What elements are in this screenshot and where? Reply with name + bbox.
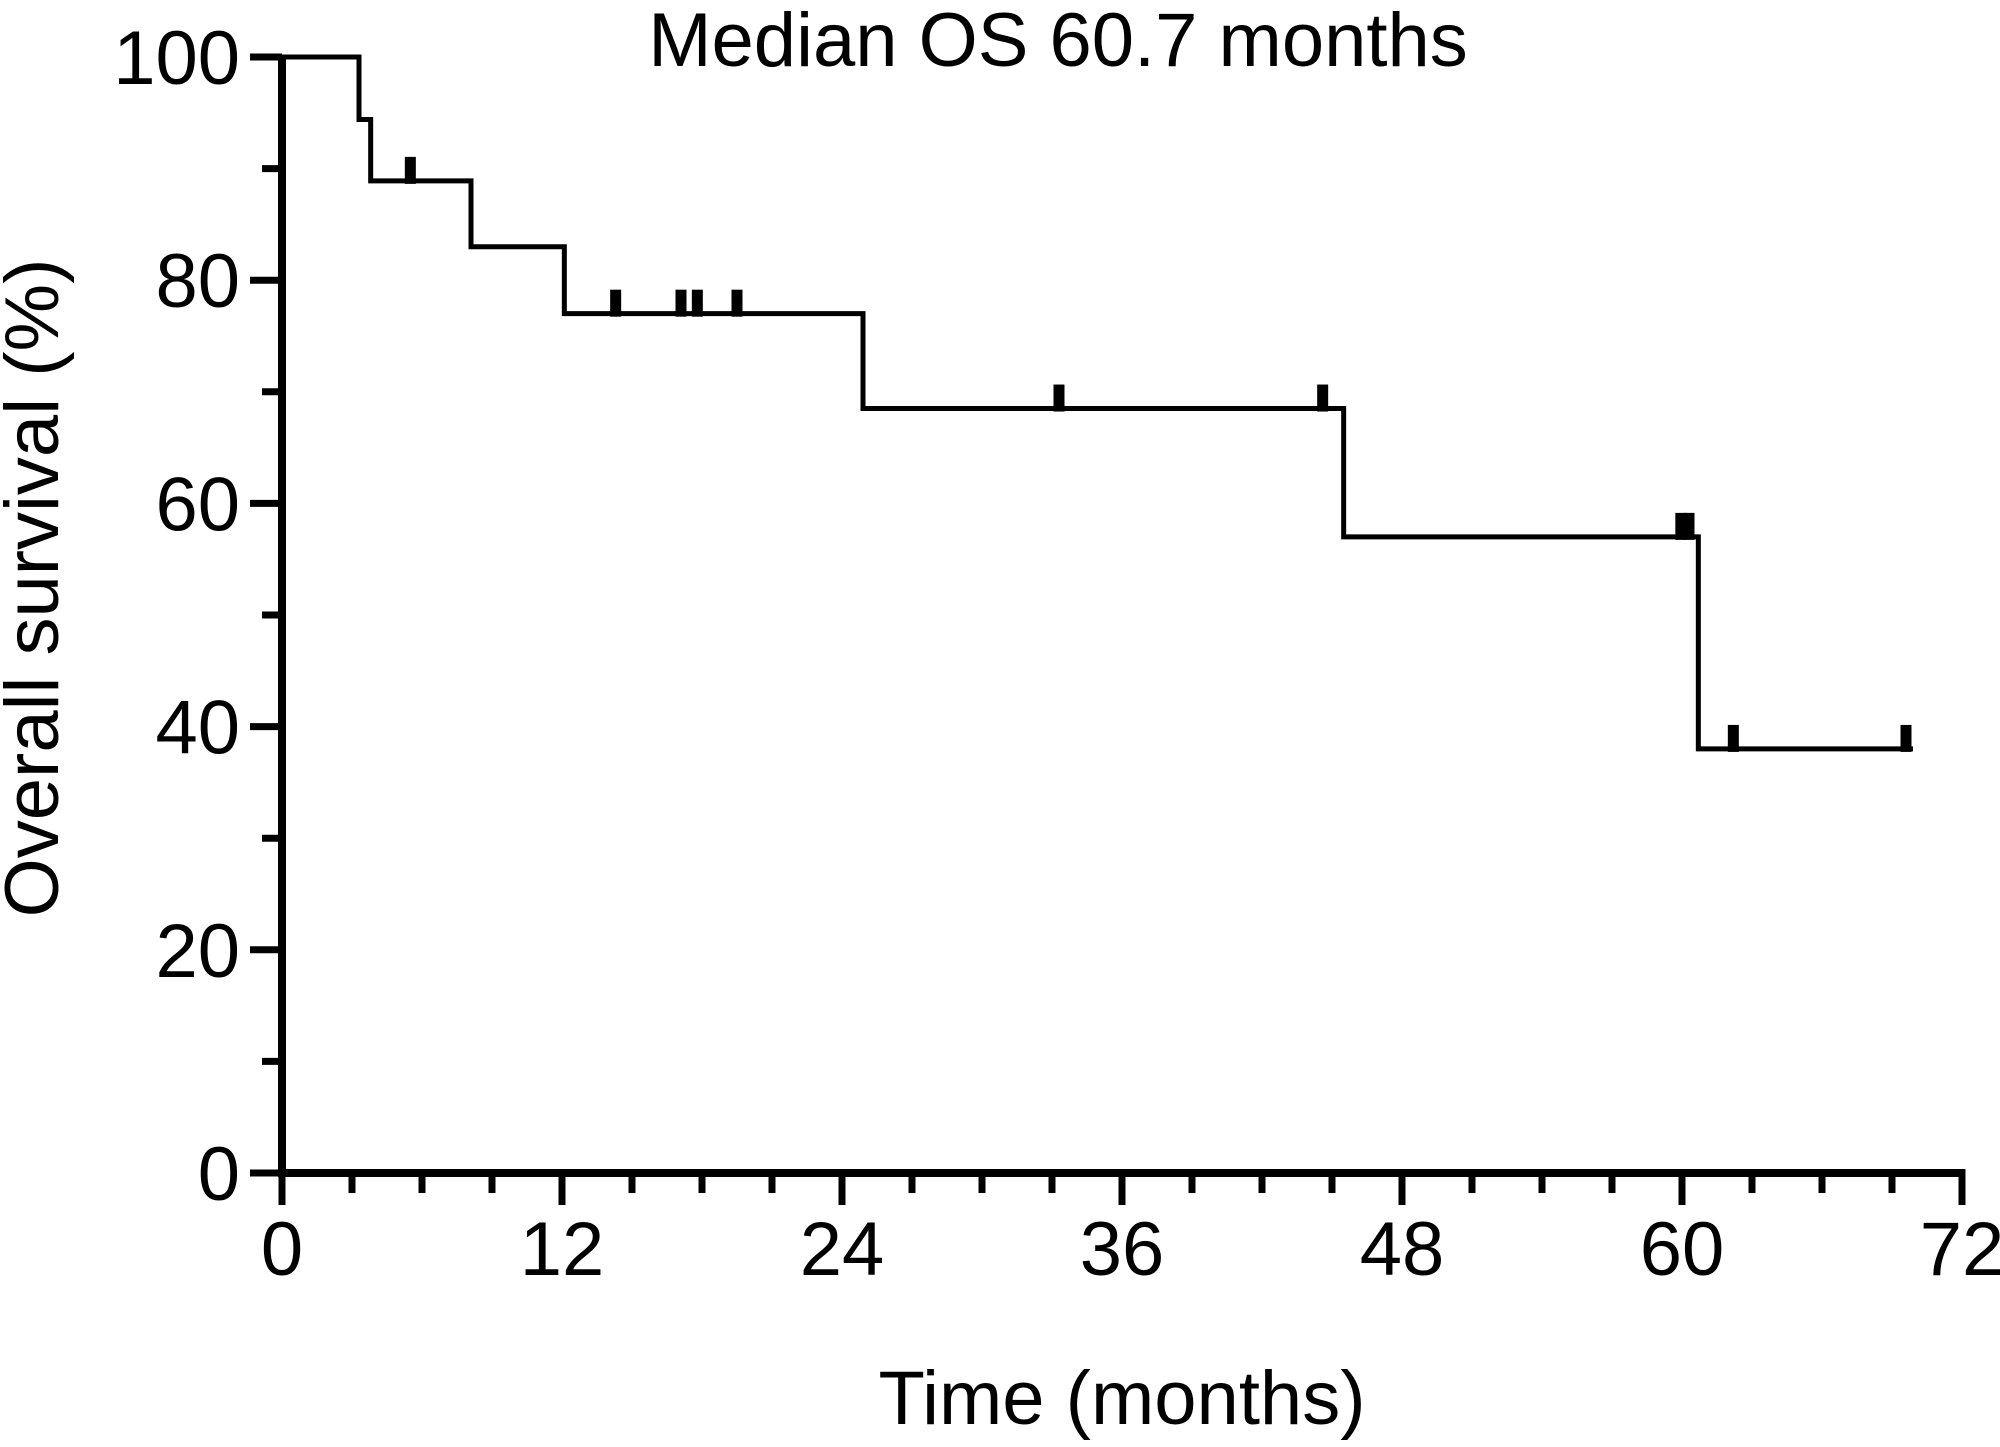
censor-mark — [731, 289, 743, 317]
x-tick-label: 36 — [1080, 1207, 1165, 1292]
x-axis-title: Time (months) — [878, 1356, 1365, 1441]
censor-mark — [1675, 512, 1687, 540]
censor-mark — [1053, 384, 1065, 412]
x-tick-label: 48 — [1360, 1207, 1445, 1292]
y-tick-label: 0 — [198, 1132, 240, 1217]
x-tick-label: 72 — [1920, 1207, 2000, 1292]
x-tick-label: 24 — [800, 1207, 885, 1292]
censor-mark — [675, 289, 687, 317]
censor-mark — [1900, 724, 1912, 752]
censor-mark — [1317, 384, 1329, 412]
censor-mark — [404, 156, 416, 184]
y-tick-label: 60 — [155, 462, 240, 547]
x-tick-label: 60 — [1640, 1207, 1725, 1292]
plot-layer: 0 12 24 36 48 60 72 0 20 40 60 80 100 — [113, 16, 2000, 1292]
censor-mark — [1727, 724, 1739, 752]
censor-mark — [691, 289, 703, 317]
y-tick-label: 40 — [155, 686, 240, 771]
chart-title: Median OS 60.7 months — [648, 0, 1468, 83]
censor-mark — [1683, 512, 1695, 540]
km-survival-curve — [282, 54, 1913, 752]
x-tick-label: 0 — [261, 1207, 303, 1292]
censor-mark — [610, 289, 622, 317]
x-tick-label: 12 — [520, 1207, 605, 1292]
y-axis-title: Overall survival (%) — [0, 259, 75, 918]
y-tick-label: 20 — [155, 909, 240, 994]
y-tick-label: 100 — [113, 16, 240, 101]
y-tick-label: 80 — [155, 239, 240, 324]
